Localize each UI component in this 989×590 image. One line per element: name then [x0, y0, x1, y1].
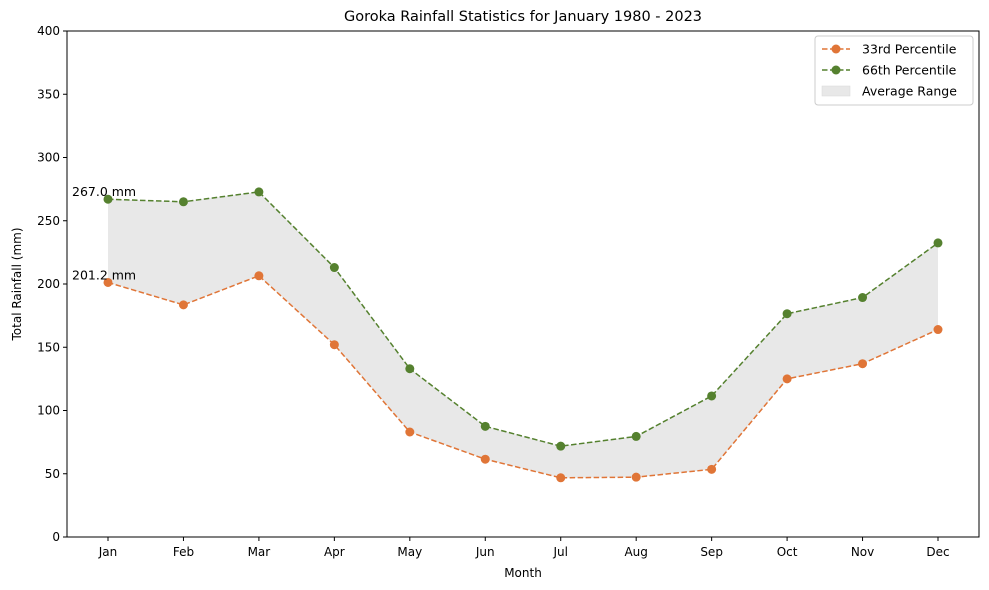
point-66th-percentile-aug [632, 432, 641, 441]
point-33rd-percentile-sep [707, 465, 716, 474]
point-33rd-percentile-feb [179, 300, 188, 309]
x-tick-label: Apr [324, 545, 345, 559]
y-tick-label: 100 [37, 404, 60, 418]
legend-label: Average Range [862, 84, 957, 99]
x-axis: Jan Feb Mar Apr May Jun Jul Aug Sep Oct Nov Dec [98, 537, 950, 559]
legend-marker [832, 45, 841, 54]
point-33rd-percentile-nov [858, 359, 867, 368]
y-tick-label: 150 [37, 340, 60, 354]
y-tick-label: 350 [37, 87, 60, 101]
y-tick-label: 50 [45, 467, 60, 481]
x-tick-label: Oct [777, 545, 798, 559]
point-66th-percentile-oct [783, 309, 792, 318]
point-33rd-percentile-jun [481, 455, 490, 464]
point-33rd-percentile-aug [632, 473, 641, 482]
legend: 33rd Percentile 66th Percentile Average Ra… [815, 36, 973, 105]
x-tick-label: Nov [851, 545, 874, 559]
y-tick-label: 300 [37, 151, 60, 165]
value-annotation: 267.0 mm [72, 184, 136, 199]
point-33rd-percentile-mar [254, 271, 263, 280]
point-66th-percentile-may [405, 364, 414, 373]
legend-swatch [822, 86, 850, 96]
x-tick-label: Jun [475, 545, 495, 559]
y-axis-label: Total Rainfall (mm) [10, 227, 24, 341]
y-tick-label: 0 [52, 530, 60, 544]
x-tick-label: Jul [552, 545, 567, 559]
y-tick-label: 250 [37, 214, 60, 228]
point-66th-percentile-mar [254, 187, 263, 196]
chart-title: Goroka Rainfall Statistics for January 1… [344, 9, 702, 25]
point-66th-percentile-jun [481, 422, 490, 431]
x-tick-label: Jan [98, 545, 118, 559]
x-tick-label: Aug [624, 545, 647, 559]
y-tick-label: 200 [37, 277, 60, 291]
y-tick-label: 400 [37, 24, 60, 38]
point-66th-percentile-nov [858, 293, 867, 302]
value-annotation: 201.2 mm [72, 267, 136, 282]
x-tick-label: Mar [248, 545, 271, 559]
point-33rd-percentile-apr [330, 340, 339, 349]
legend-marker [832, 66, 841, 75]
legend-label: 66th Percentile [862, 63, 957, 78]
point-33rd-percentile-oct [783, 374, 792, 383]
point-66th-percentile-jul [556, 442, 565, 451]
plot-area [104, 187, 943, 482]
y-axis: 0 50 100 150 200 250 300 350 400 [37, 24, 67, 544]
x-tick-label: Sep [700, 545, 723, 559]
x-tick-label: Dec [926, 545, 949, 559]
x-axis-label: Month [504, 566, 542, 580]
point-33rd-percentile-dec [934, 325, 943, 334]
point-33rd-percentile-may [405, 428, 414, 437]
x-tick-label: Feb [173, 545, 194, 559]
point-66th-percentile-feb [179, 197, 188, 206]
point-33rd-percentile-jul [556, 473, 565, 482]
point-66th-percentile-apr [330, 263, 339, 272]
legend-label: 33rd Percentile [862, 42, 957, 57]
point-66th-percentile-dec [934, 238, 943, 247]
point-66th-percentile-sep [707, 391, 716, 400]
average-range-band [108, 192, 938, 478]
x-tick-label: May [397, 545, 422, 559]
